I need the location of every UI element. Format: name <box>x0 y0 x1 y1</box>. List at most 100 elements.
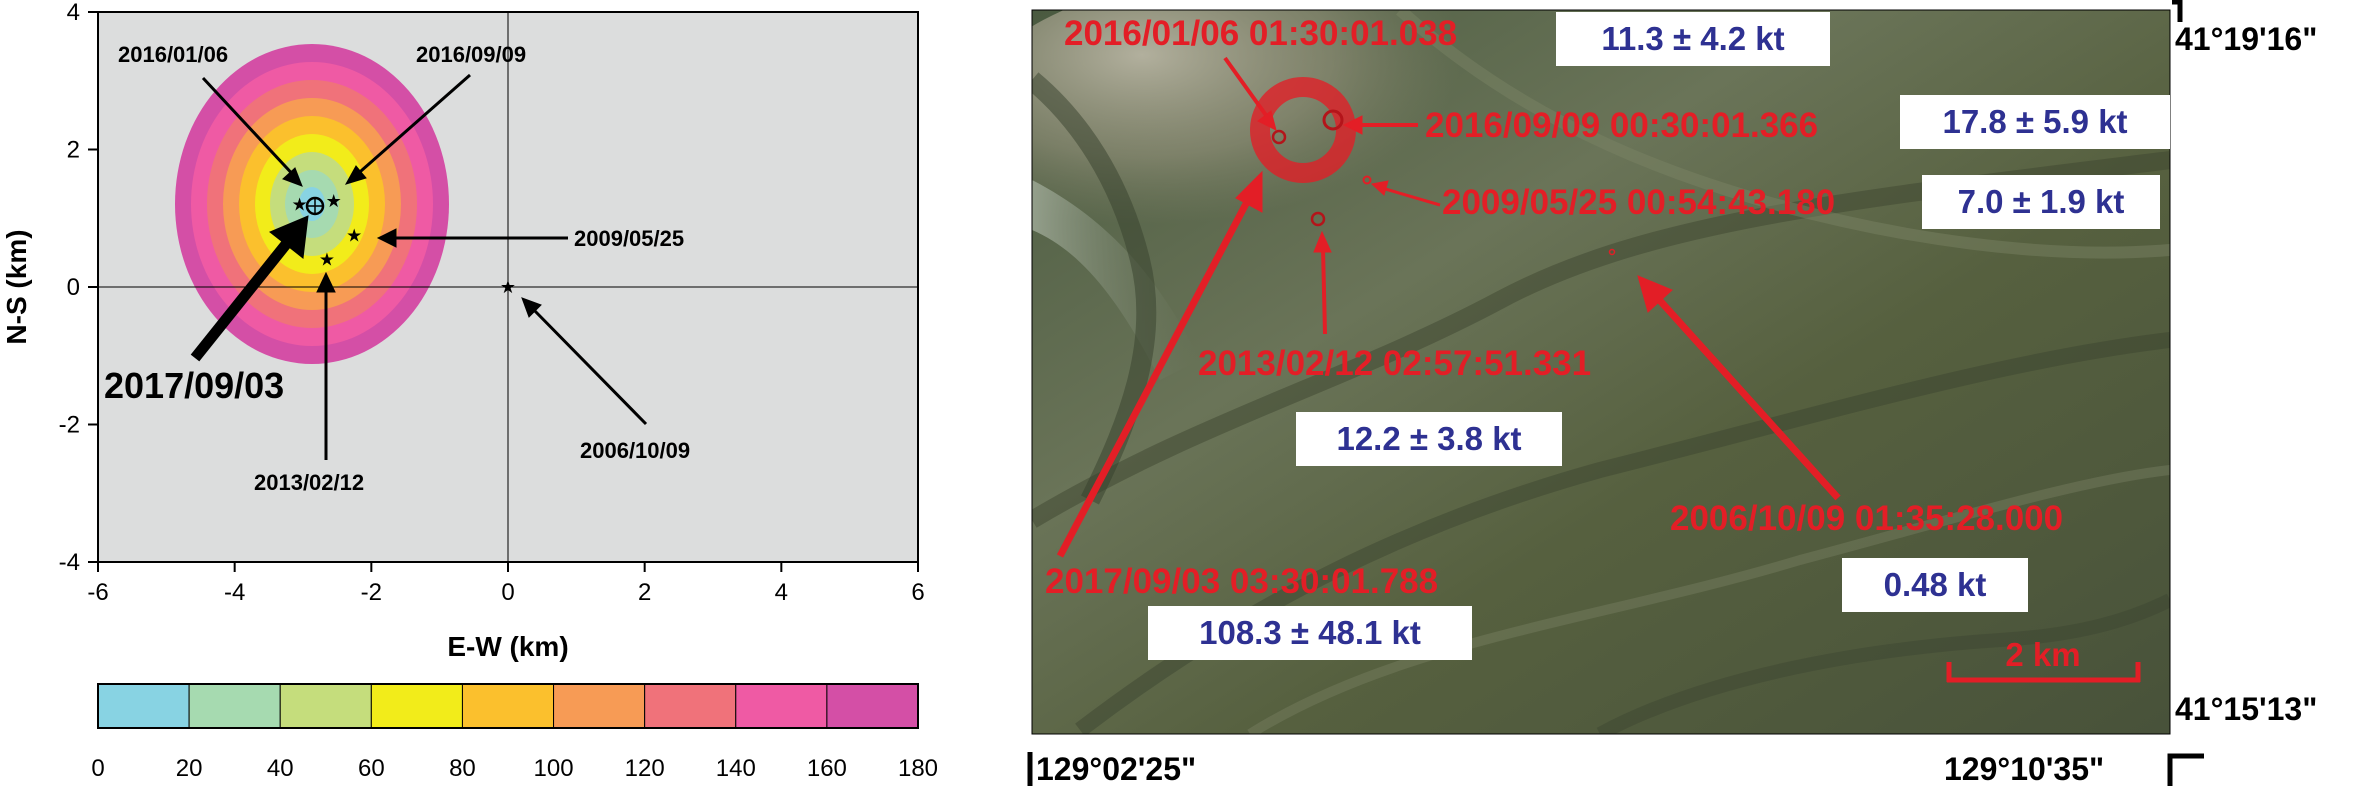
label-2006-10-09: 2006/10/09 <box>580 438 690 463</box>
colorbar-tick-label: 120 <box>625 755 665 782</box>
event-star-2013_02_12: ★ <box>319 250 335 270</box>
coord-bottom-right-lat: 41°15'13" <box>2175 691 2317 727</box>
x-tick-label: -6 <box>87 579 108 606</box>
valley-west <box>1032 180 1200 380</box>
site-2006-10-09 <box>1608 248 1616 256</box>
event-star-2016_09_09: ★ <box>326 191 342 211</box>
x-tick-label: 4 <box>775 579 788 606</box>
label-2009-05-25: 2009/05/25 <box>574 226 684 251</box>
map-time-2013-02-12: 2013/02/12 02:57:51.331 <box>1198 344 1591 383</box>
scale-bar <box>1946 662 2141 683</box>
uncertainty-ring-2017 <box>1250 77 1356 183</box>
map-arrows <box>1056 56 1841 558</box>
event-star-2016_01_06: ★ <box>292 195 308 215</box>
colorbar-tick-label: 100 <box>534 755 574 782</box>
colorbar-segment <box>370 683 463 729</box>
x-tick-label: 0 <box>501 579 514 606</box>
map-arrow-2016-09-09-head <box>1342 115 1363 135</box>
map-arrow-2009-05-25 <box>1381 186 1441 207</box>
colorbar-tick-label: 140 <box>716 755 756 782</box>
ridge-3 <box>1395 10 2170 259</box>
arrow-2013-02-12-head <box>316 271 336 293</box>
arrow-2016-09-09 <box>352 73 471 180</box>
map-arrow-2009-05-25-head <box>1370 180 1389 196</box>
label-2016-09-09: 2016/09/09 <box>416 42 526 67</box>
ridge-1 <box>1032 151 2170 528</box>
arrow-2006-10-09-head <box>521 297 542 318</box>
colorbar-tick-label: 160 <box>807 755 847 782</box>
arrow-2017-09-03-head <box>269 215 309 259</box>
location-plot: -6 -4 -2 0 2 4 6 420-2-4 E-W (km) N-S (km) ★ ★★… <box>1 0 938 782</box>
y-tick-label: -2 <box>59 412 80 439</box>
site-2013-02-12 <box>1310 211 1326 227</box>
event-markers: ★ ★★★★ <box>292 191 517 297</box>
x-axis-ticks: -6 -4 -2 0 2 4 6 <box>87 562 925 606</box>
yield-2016-01-06: 11.3 ± 4.2 kt <box>1601 20 1784 57</box>
colorbar-segment <box>644 683 737 729</box>
satellite-map-panel: 2016/01/06 01:30:01.038 2016/09/09 00:30… <box>1027 0 2317 787</box>
coord-bottom-right-lon: 129°10'35" <box>1944 751 2104 787</box>
label-2017-09-03: 2017/09/03 <box>104 365 284 406</box>
colorbar-tick-label: 80 <box>449 755 476 782</box>
arrow-2017-09-03 <box>190 234 296 362</box>
map-arrow-2017-09-03-head <box>1235 170 1263 213</box>
site-2016-09-09 <box>1322 109 1344 131</box>
y-tick-label: 4 <box>67 0 80 26</box>
colorbar <box>97 683 919 729</box>
map-arrow-2016-01-06 <box>1223 56 1270 120</box>
map-arrow-2013-02-12 <box>1321 247 1327 335</box>
colorbar-segment <box>279 683 372 729</box>
colorbar-segment <box>735 683 828 729</box>
x-tick-label: -4 <box>224 579 245 606</box>
bare-ground-north <box>1032 10 1590 310</box>
yield-box-2016-01-06 <box>1556 12 1830 66</box>
yield-box-2006-10-09 <box>1842 558 2028 612</box>
colorbar-tick-label: 60 <box>358 755 385 782</box>
colorbar-tick-label: 20 <box>176 755 203 782</box>
coord-top-right: 41°19'16" <box>2175 21 2317 57</box>
yield-2016-09-09: 17.8 ± 5.9 kt <box>1942 103 2127 140</box>
arrow-2016-01-06-head <box>282 167 303 187</box>
colorbar-segment <box>553 683 646 729</box>
colorbar-segment <box>97 683 190 729</box>
event-star-2006_10_09: ★ <box>500 277 516 297</box>
corner-bracket-top-right <box>2172 0 2183 22</box>
y-tick-label: 0 <box>67 274 80 301</box>
yield-2013-02-12: 12.2 ± 3.8 kt <box>1336 420 1521 457</box>
colorbar-segment <box>826 683 919 729</box>
ridge-6 <box>1032 72 1157 505</box>
arrow-2006-10-09 <box>530 306 648 426</box>
x-tick-label: -2 <box>361 579 382 606</box>
map-time-2016-01-06: 2016/01/06 01:30:01.038 <box>1064 14 1457 53</box>
map-arrow-2016-01-06-head <box>1257 110 1277 131</box>
map-arrow-2013-02-12-head <box>1313 230 1332 253</box>
yield-box-2017-09-03 <box>1148 606 1472 660</box>
colorbar-ticks: 0 20 40 60 80 100 120 140 160 180 <box>91 755 938 782</box>
label-2013-02-12: 2013/02/12 <box>254 470 364 495</box>
x-axis-label: E-W (km) <box>447 631 568 662</box>
y-tick-label: 2 <box>67 137 80 164</box>
colorbar-tick-label: 0 <box>91 755 104 782</box>
colorbar-tick-label: 40 <box>267 755 294 782</box>
map-arrow-2006-10-09 <box>1651 291 1841 501</box>
coord-bottom-left-lon: 129°02'25" <box>1036 751 1196 787</box>
yield-box-2013-02-12 <box>1296 412 1562 466</box>
colorbar-frame <box>97 683 919 729</box>
scale-bar-label: 2 km <box>2005 636 2080 673</box>
event-arrows <box>190 73 648 460</box>
ridge-5 <box>1596 593 2170 734</box>
arrow-2016-09-09-head <box>344 165 367 185</box>
map-time-2017-09-03: 2017/09/03 03:30:01.788 <box>1045 562 1438 601</box>
map-arrow-2006-10-09-head <box>1637 275 1673 313</box>
yield-box-2009-05-25 <box>1922 175 2160 229</box>
ridge-4 <box>1247 465 2170 734</box>
colorbar-tick-label: 180 <box>898 755 938 782</box>
map-frame <box>1031 9 2171 735</box>
site-2009-05-25 <box>1362 175 1372 185</box>
colorbar-segment <box>461 683 555 729</box>
yield-2017-09-03: 108.3 ± 48.1 kt <box>1199 614 1421 651</box>
label-2016-01-06: 2016/01/06 <box>118 42 228 67</box>
y-tick-label: -4 <box>59 549 80 576</box>
site-2016-01-06 <box>1271 129 1287 145</box>
yield-box-2016-09-09 <box>1900 95 2170 149</box>
